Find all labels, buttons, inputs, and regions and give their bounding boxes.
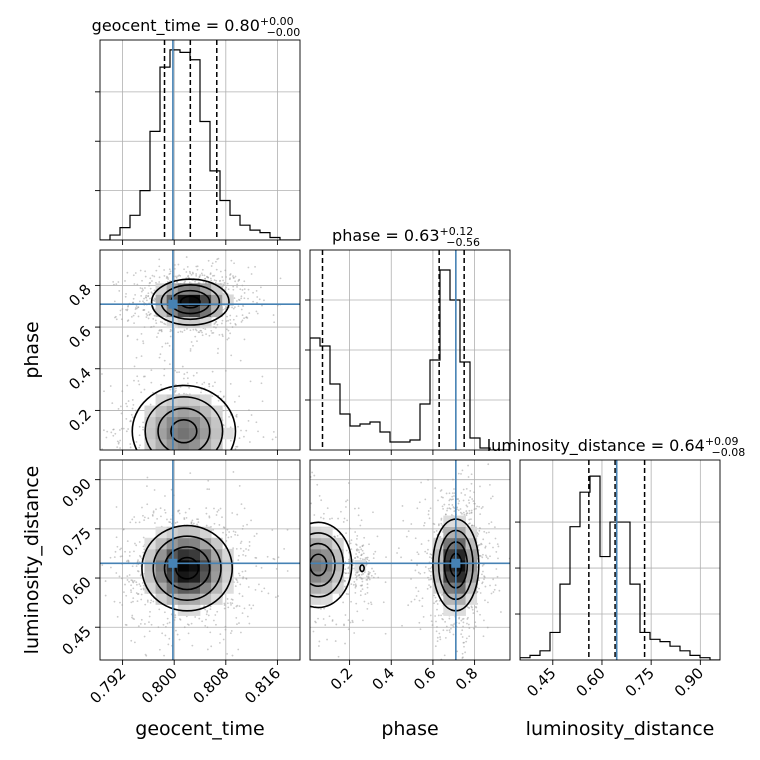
contour-1-1 <box>310 542 336 588</box>
contour-0-2 <box>152 535 222 601</box>
truth-marker <box>451 558 461 568</box>
x-tick-label-2: 0.6 <box>410 664 440 694</box>
truth-marker <box>168 558 178 568</box>
y-axis-label-phase: phase <box>21 321 43 378</box>
scatter-panel-geocent_time-vs-luminosity_distance: 0.792 0.800 0.808 0.816 0.45 0.60 0.75 0.90 <box>58 459 301 707</box>
contour-0-0 <box>175 556 200 580</box>
hist-panel-geocent_time: geocent_time = 0.80+0.00 −0.00 <box>92 15 301 245</box>
x-tick-label-3: 0.816 <box>241 664 284 707</box>
contour-0-0 <box>179 295 201 309</box>
y-tick-label-3: 0.90 <box>58 475 94 511</box>
contour-1-0 <box>170 418 198 444</box>
truth-marker <box>168 299 178 309</box>
x-tick-label-0: 0.792 <box>86 664 129 707</box>
contour-1-1 <box>157 407 211 450</box>
title-text: luminosity_distance = 0.64 <box>487 436 705 456</box>
y-tick-label-2: 0.6 <box>65 322 95 352</box>
x-tick-label-0: 0.2 <box>327 664 357 694</box>
title-plus: +0.00 <box>260 15 294 28</box>
contour-0-3 <box>141 524 234 612</box>
contour-1-2 <box>310 532 345 598</box>
panel-title: luminosity_distance = 0.64+0.09 −0.08 <box>487 435 746 459</box>
contour-2-0 <box>359 564 365 573</box>
scatter-points <box>101 256 282 450</box>
contour-0-1 <box>163 546 211 591</box>
contour-1-2 <box>144 396 224 450</box>
hist-panel-luminosity_distance: 0.45 0.60 0.75 0.90 luminosity_distance = 0.… <box>487 435 746 700</box>
title-minus: −0.00 <box>267 26 301 39</box>
title-text: phase = 0.63 <box>332 226 439 245</box>
panel-frame <box>309 459 511 661</box>
y-tick-label-0: 0.2 <box>65 406 95 436</box>
x-tick-label-1: 0.60 <box>572 664 608 700</box>
title-plus: +0.09 <box>705 435 739 448</box>
panel-frame <box>99 459 301 661</box>
scatter-panel-geocent_time-vs-phase: 0.2 0.4 0.6 0.8 <box>65 249 301 455</box>
panel-frame <box>519 459 721 661</box>
contour-0-3 <box>150 278 230 326</box>
title-plus: +0.12 <box>440 225 474 238</box>
y-tick-label-2: 0.75 <box>58 524 94 560</box>
y-axis-label-luminosity_distance: luminosity_distance <box>21 466 43 655</box>
histogram-step <box>520 475 720 660</box>
contour-0-2 <box>160 284 221 321</box>
panel-title: geocent_time = 0.80+0.00 −0.00 <box>92 15 301 39</box>
y-tick-label-1: 0.60 <box>58 573 94 609</box>
x-tick-label-1: 0.4 <box>368 664 398 694</box>
x-tick-label-3: 0.8 <box>452 664 482 694</box>
title-minus: −0.08 <box>712 446 746 459</box>
y-tick-label-3: 0.8 <box>65 281 95 311</box>
panel-frame <box>99 39 301 241</box>
x-tick-label-2: 0.75 <box>622 664 658 700</box>
hist-panel-phase: phase = 0.63+0.12 −0.56 <box>305 225 511 455</box>
x-axis-label-geocent_time: geocent_time <box>135 718 264 740</box>
y-tick-label-1: 0.4 <box>65 364 95 394</box>
x-axis-label-phase: phase <box>381 718 438 740</box>
scatter-panel-phase-vs-luminosity_distance: 0.2 0.4 0.6 0.8 <box>309 459 511 694</box>
panel-title: phase = 0.63+0.12 −0.56 <box>332 225 480 249</box>
panel-frame <box>99 249 301 451</box>
y-tick-label-0: 0.45 <box>58 622 94 658</box>
x-tick-label-3: 0.90 <box>671 664 707 700</box>
title-text: geocent_time = 0.80 <box>92 16 260 36</box>
contour-1-3 <box>310 521 353 609</box>
histogram-step <box>100 49 300 240</box>
x-axis-label-luminosity_distance: luminosity_distance <box>526 718 715 740</box>
x-tick-label-1: 0.800 <box>138 664 181 707</box>
x-tick-label-2: 0.808 <box>190 664 233 707</box>
title-minus: −0.56 <box>446 236 480 249</box>
contour-1-3 <box>131 384 237 450</box>
histogram-step <box>310 269 510 450</box>
contour-1-0 <box>310 553 328 577</box>
x-tick-label-0: 0.45 <box>523 664 559 700</box>
